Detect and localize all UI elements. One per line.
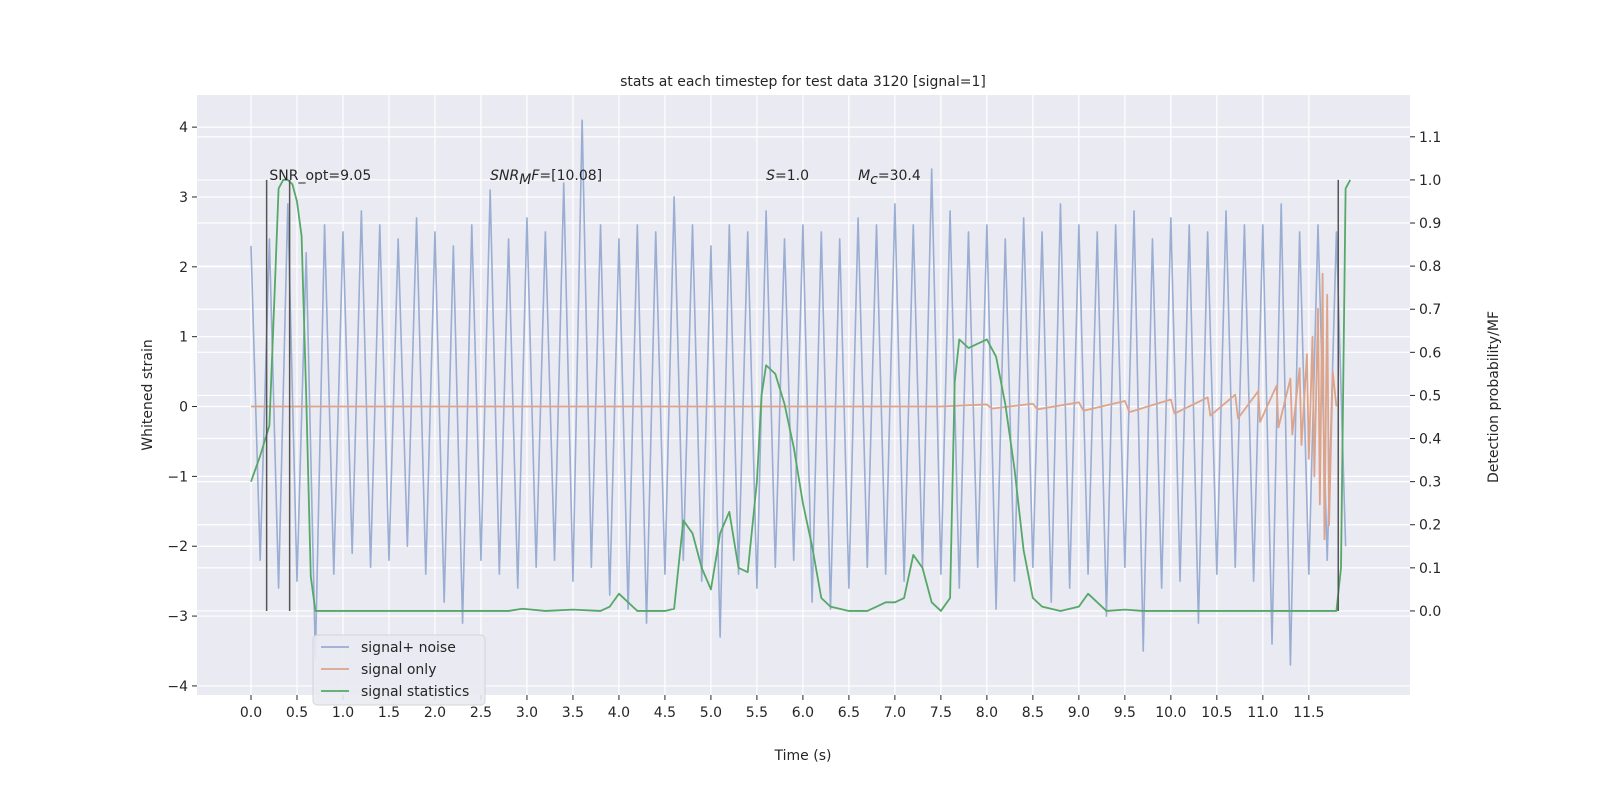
x-tick-label: 0.0 [240,705,262,721]
y-tick-label: 1 [179,330,188,346]
y2-tick-label: 1.0 [1419,173,1441,189]
x-tick-label: 8.0 [976,705,998,721]
x-axis-label: Time (s) [774,748,832,764]
x-tick-label: 9.0 [1068,705,1090,721]
annotation-part: =30.4 [878,168,921,184]
chart-title: stats at each timestep for test data 312… [620,74,986,90]
x-tick-label: 5.5 [746,705,768,721]
x-tick-label: 4.5 [654,705,676,721]
x-tick-label: 6.0 [792,705,814,721]
y2-tick-label: 1.1 [1419,130,1441,146]
legend-box [312,634,486,706]
legend-label: signal only [361,662,436,678]
annotation-part: =[10.08] [539,168,602,184]
x-tick-label: 7.0 [884,705,906,721]
x-tick-label: 10.0 [1155,705,1186,721]
marks: SNR_opt=9.05 SNRMF=[10.08] S=1.0 Mc=30.4 [250,119,1352,666]
x-tick-label: 2.0 [424,705,446,721]
x-tick-label: 0.5 [286,705,308,721]
y2-tick-label: 0.0 [1419,604,1441,620]
x-tick-label: 11.0 [1247,705,1278,721]
x-tick-label: 4.0 [608,705,630,721]
y-tick-label: −1 [167,469,188,485]
x-tick-label: 3.5 [562,705,584,721]
y2-tick-label: 0.9 [1419,216,1441,232]
y2-tick-label: 0.5 [1419,388,1441,404]
y2-tick-label: 0.6 [1419,345,1441,361]
y2-tick-label: 0.2 [1419,518,1441,534]
legend-label: signal+ noise [361,640,456,656]
y2-axis-label: Detection probability/MF [1486,311,1502,483]
annotation: SNR_opt=9.05 [269,168,371,184]
y-tick-label: 2 [179,260,188,276]
x-tick-label: 1.0 [332,705,354,721]
x-tick-label: 8.5 [1022,705,1044,721]
annotation-part: F [531,168,540,184]
series-line [250,272,1338,541]
annotation: S=1.0 [766,168,809,184]
annotation-part: S [766,168,775,184]
y-tick-label: −3 [167,609,188,625]
y2-tick-label: 0.4 [1419,432,1441,448]
annotation-part: M [519,172,531,188]
annotation-part: c [870,172,878,188]
x-tick-label: 2.5 [470,705,492,721]
x-tick-label: 10.5 [1201,705,1232,721]
y2-tick-label: 0.7 [1419,302,1441,318]
series-line [250,119,1347,666]
x-tick-label: 9.5 [1114,705,1136,721]
legend: signal+ noise signal only signal statistic… [312,634,486,706]
annotation-part: SNR_opt=9.05 [269,168,371,184]
legend-label: signal statistics [361,684,469,700]
annotation-part: SNR [490,168,519,184]
y2-tick-label: 0.3 [1419,475,1441,491]
x-tick-label: 11.5 [1293,705,1324,721]
y-tick-label: −4 [167,679,188,695]
annotation-part: M [858,168,870,184]
annotation: SNRMF=[10.08] [490,168,602,188]
x-tick-label: 3.0 [516,705,538,721]
y-tick-label: 0 [179,400,188,416]
x-tick-label: 7.5 [930,705,952,721]
series-line [250,179,1352,612]
x-tick-label: 5.0 [700,705,722,721]
y-axis-label: Whitened strain [140,339,156,450]
y-tick-label: 3 [179,190,188,206]
annotation: Mc=30.4 [858,168,921,188]
annotation-part: =1.0 [775,168,809,184]
x-tick-label: 6.5 [838,705,860,721]
y-tick-label: 4 [179,120,188,136]
y-tick-label: −2 [167,539,188,555]
y2-tick-label: 0.8 [1419,259,1441,275]
x-tick-label: 1.5 [378,705,400,721]
y2-tick-label: 0.1 [1419,561,1441,577]
